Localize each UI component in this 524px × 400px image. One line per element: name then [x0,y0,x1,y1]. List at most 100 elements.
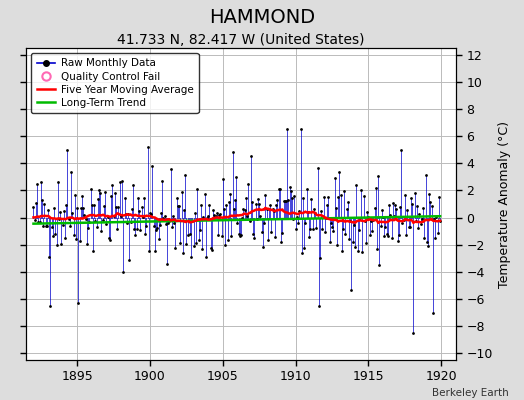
Point [108,181,116,188]
Point [181,172,189,179]
Point [330,175,339,182]
Point [259,244,267,250]
Point [29,204,38,210]
Point [67,169,75,176]
Point [135,208,143,214]
Point [164,220,172,226]
Point [260,220,268,226]
Point [50,204,58,211]
Point [136,227,145,233]
Point [284,196,292,203]
Point [346,218,354,224]
Point [336,192,345,198]
Point [326,220,335,227]
Point [157,210,165,216]
Point [305,233,313,240]
Point [432,214,441,220]
Point [210,212,219,218]
Point [408,201,417,207]
Point [53,179,62,185]
Point [234,230,243,237]
Point [289,216,298,222]
Point [73,204,81,211]
Point [344,199,352,205]
Point [280,198,289,204]
Point [180,207,188,214]
Point [147,211,156,218]
Point [188,218,196,225]
Point [352,182,361,188]
Point [86,186,95,192]
Text: Berkeley Earth: Berkeley Earth [432,388,508,398]
Point [160,213,169,220]
Point [311,210,319,216]
Point [302,186,311,192]
Point [209,207,217,213]
Point [171,245,180,251]
Point [314,302,323,309]
Point [268,206,277,213]
Point [69,232,78,239]
Point [94,196,102,202]
Point [313,164,322,171]
Point [38,196,46,203]
Point [148,163,157,169]
Point [364,214,373,221]
Point [49,233,57,240]
Point [328,224,336,230]
Point [406,224,414,230]
Point [46,302,54,309]
Point [339,226,347,232]
Point [145,248,153,255]
Point [37,179,45,185]
Point [130,226,138,232]
Point [318,226,326,232]
Point [238,215,246,222]
Point [359,193,368,199]
Point [52,242,61,248]
Point [61,235,69,241]
Text: HAMMOND: HAMMOND [209,8,315,27]
Point [203,215,211,221]
Point [409,330,418,336]
Point [165,218,173,224]
Point [282,198,290,204]
Point [187,253,195,260]
Point [32,200,40,206]
Point [140,195,148,201]
Point [380,233,388,240]
Point [433,230,442,236]
Point [265,206,273,212]
Point [75,238,84,244]
Point [361,218,369,224]
Point [168,224,176,230]
Point [107,193,115,200]
Point [217,232,226,239]
Point [124,211,133,218]
Point [358,249,367,256]
Point [206,245,215,252]
Point [192,240,200,246]
Point [90,202,99,208]
Point [122,211,130,217]
Point [159,215,168,221]
Point [153,225,161,232]
Point [183,232,192,238]
Point [151,248,159,254]
Point [249,230,257,237]
Point [100,203,108,209]
Point [156,222,164,228]
Point [298,250,306,256]
Point [300,244,308,251]
Point [163,260,171,267]
Point [154,235,162,242]
Point [111,189,119,196]
Point [353,248,362,255]
Point [214,232,222,238]
Point [323,202,331,208]
Point [248,198,256,205]
Point [176,240,184,246]
Point [66,222,74,229]
Point [412,218,420,224]
Point [392,206,400,212]
